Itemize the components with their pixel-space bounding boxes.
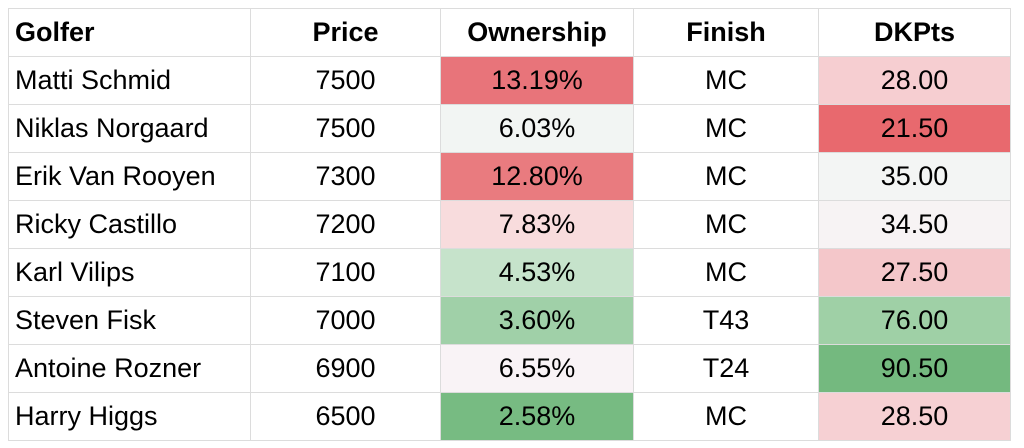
table-cell: 21.50 (818, 104, 1011, 153)
table-cell: 12.80% (440, 152, 634, 201)
table-cell: MC (633, 104, 819, 153)
table-cell: Matti Schmid (8, 56, 251, 105)
table-row: Antoine Rozner 6900 6.55% T24 90.50 (8, 344, 1011, 393)
table-cell: 7500 (250, 56, 441, 105)
table-cell: 7200 (250, 200, 441, 249)
table-cell: MC (633, 56, 819, 105)
table-row: Karl Vilips 7100 4.53% MC 27.50 (8, 248, 1011, 297)
table-cell: 3.60% (440, 296, 634, 345)
table-cell: 6.55% (440, 344, 634, 393)
table-cell: Ricky Castillo (8, 200, 251, 249)
table-cell: 35.00 (818, 152, 1011, 201)
table-cell: 4.53% (440, 248, 634, 297)
table-cell: T24 (633, 344, 819, 393)
table-cell: 28.50 (818, 392, 1011, 441)
table-cell: MC (633, 248, 819, 297)
table-cell: 7500 (250, 104, 441, 153)
header-cell: Ownership (440, 8, 634, 57)
table-row: Harry Higgs 6500 2.58% MC 28.50 (8, 392, 1011, 441)
table-cell: Harry Higgs (8, 392, 251, 441)
table-cell: 27.50 (818, 248, 1011, 297)
header-row: Golfer Price Ownership Finish DKPts (8, 8, 1011, 57)
table-row: Matti Schmid 7500 13.19% MC 28.00 (8, 56, 1011, 105)
header-cell: Golfer (8, 8, 251, 57)
header-cell: Price (250, 8, 441, 57)
table-cell: MC (633, 200, 819, 249)
table-cell: Karl Vilips (8, 248, 251, 297)
table-cell: 28.00 (818, 56, 1011, 105)
table-body: Matti Schmid 7500 13.19% MC 28.00 Niklas Norg… (8, 56, 1011, 441)
table-cell: MC (633, 152, 819, 201)
header-cell: DKPts (818, 8, 1011, 57)
table-cell: Erik Van Rooyen (8, 152, 251, 201)
table-row: Steven Fisk 7000 3.60% T43 76.00 (8, 296, 1011, 345)
table-row: Erik Van Rooyen 7300 12.80% MC 35.00 (8, 152, 1011, 201)
table-cell: 7000 (250, 296, 441, 345)
table-cell: 7100 (250, 248, 441, 297)
table-row: Ricky Castillo 7200 7.83% MC 34.50 (8, 200, 1011, 249)
table-cell: 6500 (250, 392, 441, 441)
table-cell: 2.58% (440, 392, 634, 441)
table-cell: 90.50 (818, 344, 1011, 393)
table-cell: 13.19% (440, 56, 634, 105)
table-cell: 34.50 (818, 200, 1011, 249)
table-cell: Niklas Norgaard (8, 104, 251, 153)
table-cell: 6.03% (440, 104, 634, 153)
table-cell: 6900 (250, 344, 441, 393)
table-cell: MC (633, 392, 819, 441)
table-cell: T43 (633, 296, 819, 345)
data-table: Golfer Price Ownership Finish DKPts Matti Sc… (8, 8, 1011, 441)
table-cell: Antoine Rozner (8, 344, 251, 393)
table-cell: Steven Fisk (8, 296, 251, 345)
header-cell: Finish (633, 8, 819, 57)
table-cell: 76.00 (818, 296, 1011, 345)
table-cell: 7300 (250, 152, 441, 201)
table-row: Niklas Norgaard 7500 6.03% MC 21.50 (8, 104, 1011, 153)
table-cell: 7.83% (440, 200, 634, 249)
